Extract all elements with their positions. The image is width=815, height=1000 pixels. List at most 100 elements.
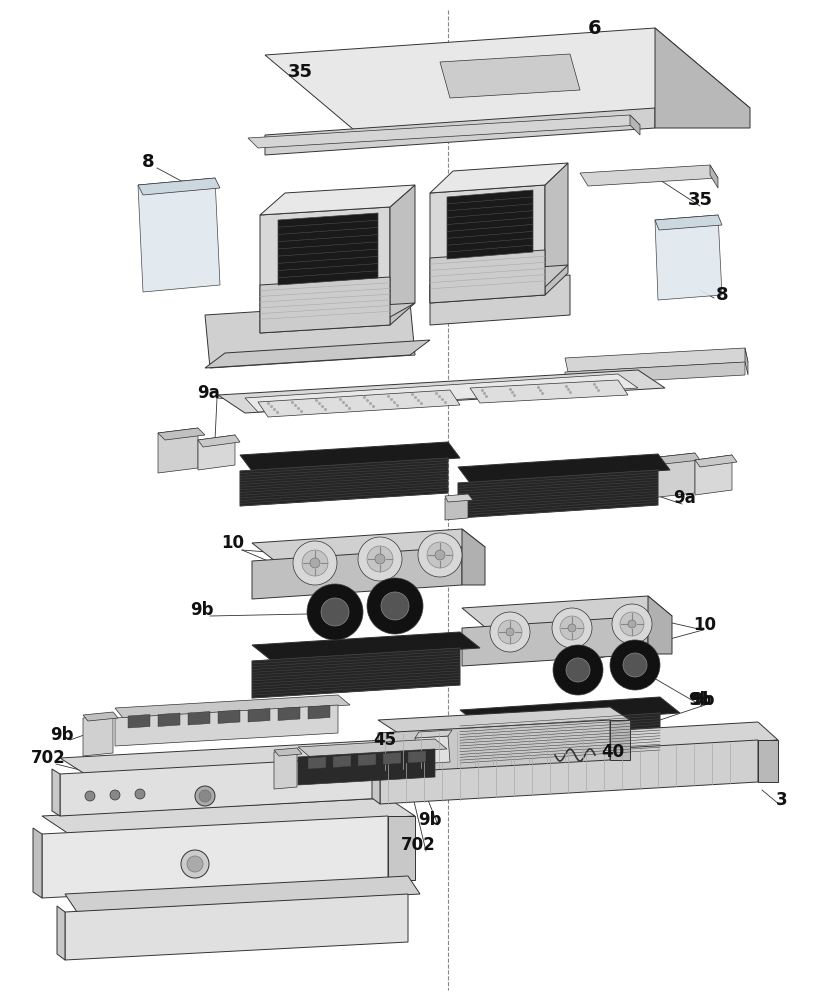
Text: 8: 8 — [142, 153, 154, 171]
Polygon shape — [188, 712, 210, 725]
Polygon shape — [65, 894, 408, 960]
Text: 9b: 9b — [691, 691, 715, 709]
Polygon shape — [218, 710, 240, 724]
Text: 6: 6 — [588, 18, 601, 37]
Polygon shape — [388, 816, 415, 880]
Polygon shape — [248, 708, 270, 722]
Polygon shape — [65, 876, 420, 912]
Polygon shape — [372, 756, 380, 804]
Polygon shape — [205, 340, 430, 368]
Polygon shape — [57, 906, 65, 960]
Polygon shape — [462, 529, 485, 585]
Circle shape — [367, 578, 423, 634]
Circle shape — [620, 612, 644, 636]
Text: 702: 702 — [401, 836, 435, 854]
Polygon shape — [758, 740, 778, 782]
Polygon shape — [260, 277, 390, 333]
Polygon shape — [460, 713, 660, 763]
Circle shape — [612, 604, 652, 644]
Polygon shape — [260, 207, 390, 333]
Text: 9b: 9b — [688, 691, 711, 709]
Circle shape — [552, 608, 592, 648]
Circle shape — [367, 546, 393, 572]
Text: 10: 10 — [222, 534, 244, 552]
Polygon shape — [445, 496, 468, 520]
Polygon shape — [378, 720, 610, 773]
Circle shape — [553, 645, 603, 695]
Polygon shape — [83, 715, 113, 756]
Text: 9a: 9a — [674, 489, 696, 507]
Text: 9b: 9b — [51, 726, 73, 744]
Polygon shape — [252, 632, 480, 661]
Circle shape — [610, 640, 660, 690]
Polygon shape — [655, 215, 722, 230]
Polygon shape — [650, 453, 695, 498]
Polygon shape — [430, 265, 568, 295]
Text: 9b: 9b — [418, 811, 442, 829]
Polygon shape — [158, 713, 180, 726]
Circle shape — [435, 550, 445, 560]
Polygon shape — [298, 749, 435, 785]
Polygon shape — [245, 374, 638, 412]
Polygon shape — [42, 816, 388, 898]
Text: 40: 40 — [601, 743, 624, 761]
Circle shape — [375, 554, 385, 564]
Polygon shape — [385, 756, 410, 798]
Polygon shape — [378, 707, 630, 733]
Text: 3: 3 — [776, 791, 788, 809]
Polygon shape — [415, 736, 450, 764]
Polygon shape — [610, 720, 630, 760]
Circle shape — [418, 533, 462, 577]
Polygon shape — [33, 828, 42, 898]
Circle shape — [187, 856, 203, 872]
Text: 35: 35 — [688, 191, 712, 209]
Text: 702: 702 — [31, 749, 65, 767]
Circle shape — [358, 537, 402, 581]
Polygon shape — [138, 178, 220, 292]
Circle shape — [135, 789, 145, 799]
Text: 9b: 9b — [190, 601, 214, 619]
Polygon shape — [565, 348, 748, 372]
Polygon shape — [158, 428, 198, 473]
Polygon shape — [128, 714, 150, 728]
Polygon shape — [695, 455, 732, 495]
Circle shape — [566, 658, 590, 682]
Polygon shape — [390, 185, 415, 325]
Polygon shape — [240, 458, 448, 506]
Polygon shape — [260, 185, 415, 215]
Circle shape — [302, 550, 328, 576]
Polygon shape — [460, 697, 680, 726]
Polygon shape — [445, 494, 473, 502]
Polygon shape — [630, 115, 640, 135]
Polygon shape — [158, 428, 205, 440]
Circle shape — [195, 786, 215, 806]
Circle shape — [623, 653, 647, 677]
Polygon shape — [252, 547, 462, 599]
Polygon shape — [218, 370, 665, 413]
Polygon shape — [205, 302, 415, 368]
Polygon shape — [440, 54, 580, 98]
Polygon shape — [415, 730, 452, 738]
Polygon shape — [248, 115, 640, 148]
Polygon shape — [265, 28, 750, 135]
Polygon shape — [265, 108, 655, 155]
Polygon shape — [655, 215, 722, 300]
Polygon shape — [383, 752, 401, 764]
Circle shape — [307, 584, 363, 640]
Polygon shape — [462, 616, 648, 666]
Polygon shape — [115, 705, 338, 746]
Polygon shape — [545, 163, 568, 295]
Circle shape — [310, 558, 320, 568]
Circle shape — [110, 790, 120, 800]
Text: 35: 35 — [288, 63, 312, 81]
Circle shape — [568, 624, 576, 632]
Polygon shape — [198, 435, 235, 470]
Polygon shape — [655, 28, 750, 128]
Polygon shape — [458, 454, 670, 483]
Polygon shape — [458, 470, 658, 518]
Polygon shape — [565, 362, 745, 385]
Polygon shape — [260, 303, 415, 325]
Polygon shape — [650, 453, 700, 465]
Polygon shape — [308, 757, 326, 769]
Polygon shape — [83, 712, 118, 721]
